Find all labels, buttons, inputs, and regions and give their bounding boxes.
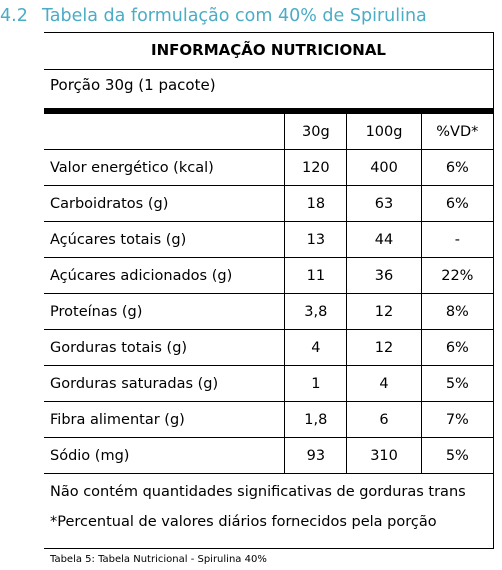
value-vd: 5% xyxy=(420,437,493,474)
value-30g: 4 xyxy=(284,329,347,366)
nutrient-name: Açúcares totais (g) xyxy=(44,221,285,258)
column-header-100g: 100g xyxy=(346,114,422,150)
value-100g: 4 xyxy=(346,365,422,402)
table-caption: Tabela 5: Tabela Nutricional - Spirulina… xyxy=(50,554,267,565)
nutrient-values-table: 30g 100g %VD* Valor energético (kcal) 12… xyxy=(44,114,493,474)
nutrient-header-blank xyxy=(44,114,285,150)
section-title: Tabela da formulação com 40% de Spirulin… xyxy=(42,6,427,26)
table-row: Açúcares adicionados (g) 11 36 22% xyxy=(44,257,493,294)
nutrient-name: Gorduras saturadas (g) xyxy=(44,365,285,402)
section-number: 4.2 xyxy=(0,6,28,26)
value-100g: 63 xyxy=(346,185,422,222)
nutrient-name: Carboidratos (g) xyxy=(44,185,285,222)
portion-row: Porção 30g (1 pacote) xyxy=(44,70,493,114)
value-30g: 11 xyxy=(284,257,347,294)
nutrient-name: Fibra alimentar (g) xyxy=(44,401,285,438)
column-header-row: 30g 100g %VD* xyxy=(44,114,493,150)
value-30g: 3,8 xyxy=(284,293,347,330)
nutrient-name: Açúcares adicionados (g) xyxy=(44,257,285,294)
column-header-30g: 30g xyxy=(284,114,347,150)
table-row: Sódio (mg) 93 310 5% xyxy=(44,437,493,474)
value-100g: 36 xyxy=(346,257,422,294)
value-vd: 8% xyxy=(420,293,493,330)
table-row: Açúcares totais (g) 13 44 - xyxy=(44,221,493,258)
value-100g: 310 xyxy=(346,437,422,474)
nutrient-name: Proteínas (g) xyxy=(44,293,285,330)
section-heading: 4.2 Tabela da formulação com 40% de Spiru… xyxy=(0,2,502,30)
value-100g: 12 xyxy=(346,329,422,366)
nutrient-name: Valor energético (kcal) xyxy=(44,149,285,186)
portion-label: Porção 30g (1 pacote) xyxy=(50,76,216,94)
table-row: Valor energético (kcal) 120 400 6% xyxy=(44,149,493,186)
value-30g: 1,8 xyxy=(284,401,347,438)
value-30g: 1 xyxy=(284,365,347,402)
table-row: Proteínas (g) 3,8 12 8% xyxy=(44,293,493,330)
value-30g: 93 xyxy=(284,437,347,474)
value-vd: - xyxy=(420,221,493,258)
column-header-vd: %VD* xyxy=(420,114,493,150)
value-100g: 44 xyxy=(346,221,422,258)
value-vd: 6% xyxy=(420,185,493,222)
value-100g: 6 xyxy=(346,401,422,438)
value-vd: 7% xyxy=(420,401,493,438)
table-row: Gorduras saturadas (g) 1 4 5% xyxy=(44,365,493,402)
nutrition-facts-table: INFORMAÇÃO NUTRICIONAL Porção 30g (1 pac… xyxy=(44,32,494,549)
table-row: Carboidratos (g) 18 63 6% xyxy=(44,185,493,222)
value-vd: 22% xyxy=(420,257,493,294)
nutrient-name: Gorduras totais (g) xyxy=(44,329,285,366)
value-30g: 18 xyxy=(284,185,347,222)
value-100g: 12 xyxy=(346,293,422,330)
trans-fat-note: Não contém quantidades significativas de… xyxy=(50,484,466,500)
value-100g: 400 xyxy=(346,149,422,186)
value-vd: 6% xyxy=(420,329,493,366)
table-title: INFORMAÇÃO NUTRICIONAL xyxy=(44,33,493,70)
value-vd: 5% xyxy=(420,365,493,402)
table-notes: Não contém quantidades significativas de… xyxy=(44,474,493,537)
daily-value-footnote: *Percentual de valores diários fornecido… xyxy=(50,514,437,530)
value-30g: 120 xyxy=(284,149,347,186)
table-row: Gorduras totais (g) 4 12 6% xyxy=(44,329,493,366)
value-vd: 6% xyxy=(420,149,493,186)
value-30g: 13 xyxy=(284,221,347,258)
table-row: Fibra alimentar (g) 1,8 6 7% xyxy=(44,401,493,438)
nutrient-name: Sódio (mg) xyxy=(44,437,285,474)
